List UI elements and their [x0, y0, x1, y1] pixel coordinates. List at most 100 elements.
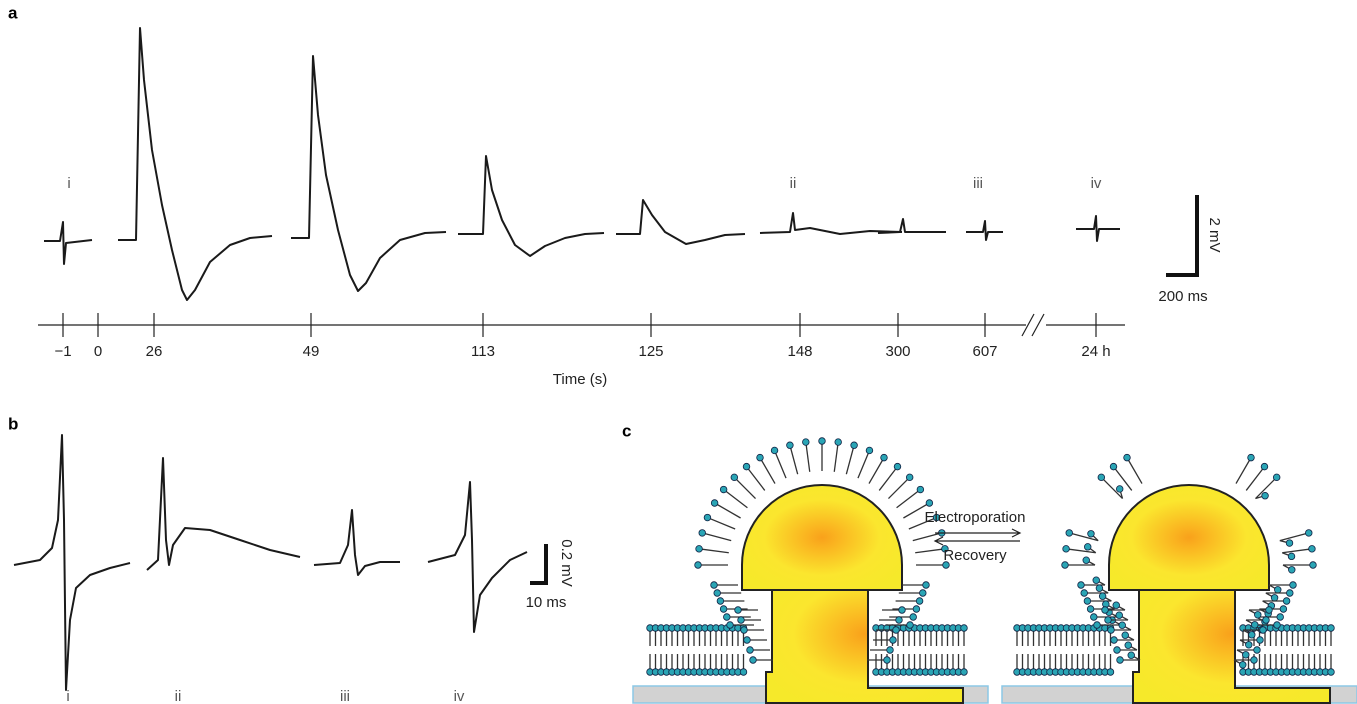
time-tick-label: 0	[94, 343, 102, 360]
trace-label: iii	[340, 688, 350, 704]
trace-label: ii	[790, 175, 797, 192]
lipid-head	[720, 486, 727, 493]
lipid-tail	[1280, 533, 1309, 543]
lipid-head	[1328, 625, 1335, 632]
time-tick-label: 607	[972, 343, 997, 360]
lipid-head	[1081, 590, 1088, 597]
panel-label: a	[8, 3, 18, 22]
lipid-head	[1274, 622, 1281, 629]
lipid-head	[1094, 622, 1101, 629]
lipid-tail	[915, 549, 945, 553]
lipid-head	[741, 627, 748, 634]
scale-bar	[530, 544, 546, 583]
lipid-head	[1062, 562, 1069, 569]
lipid-head	[711, 582, 718, 589]
time-tick-label: 300	[885, 343, 910, 360]
lipid-head	[1274, 586, 1281, 593]
lipid-head	[1110, 463, 1117, 470]
lipid-head	[1277, 614, 1284, 621]
lipid-head	[920, 590, 927, 597]
lipid-tail	[1283, 565, 1313, 569]
lipid-head	[1122, 632, 1129, 639]
lipid-head	[1262, 492, 1269, 499]
lipid-head	[1248, 454, 1255, 461]
lipid-head	[1328, 669, 1335, 676]
lipid-tail	[1246, 467, 1264, 491]
lipid-head	[704, 514, 711, 521]
lipid-head	[1105, 617, 1112, 624]
lipid-head	[699, 530, 706, 537]
lipid-head	[735, 607, 742, 614]
lipid-head	[926, 500, 933, 507]
lipid-head	[913, 606, 920, 613]
time-tick-label: 125	[638, 343, 663, 360]
lipid-tail	[806, 442, 810, 472]
lipid-tail	[707, 518, 735, 529]
lipid-head	[1263, 617, 1270, 624]
electrode-cap	[742, 485, 902, 590]
arrow-label: Electroporation	[925, 509, 1026, 526]
lipid-head	[714, 590, 721, 597]
panel-label: b	[8, 414, 18, 433]
trace-label: iv	[1091, 175, 1102, 192]
lipid-head	[727, 622, 734, 629]
lipid-head	[1287, 590, 1294, 597]
lipid-tail	[1282, 549, 1312, 556]
lipid-head	[1239, 661, 1246, 668]
lipid-head	[1078, 582, 1085, 589]
scale-label: 0.2 mV	[558, 539, 575, 587]
figure: a −10264911312514830060724 h Time (s) i …	[0, 0, 1357, 704]
lipid-head	[757, 454, 764, 461]
lipid-head	[893, 627, 900, 634]
traces-b	[14, 435, 527, 690]
lipid-head	[695, 562, 702, 569]
lipid-head	[1310, 562, 1317, 569]
lipid-head	[894, 463, 901, 470]
lipid-head	[696, 546, 703, 553]
lipid-head	[1087, 606, 1094, 613]
lipid-tail	[790, 445, 798, 474]
lipid-head	[1084, 544, 1091, 551]
time-tick-label: 26	[146, 343, 163, 360]
lipid-head	[1288, 553, 1295, 560]
lipid-head	[731, 474, 738, 481]
lipid-head	[747, 647, 754, 654]
trace-label: iii	[973, 175, 983, 192]
traces-a	[44, 28, 1120, 300]
lipid-head	[1290, 582, 1297, 589]
lipid-head	[738, 617, 745, 624]
lipid-tail	[724, 490, 748, 508]
scale-label: 10 ms	[526, 594, 567, 611]
lipid-head	[851, 442, 858, 449]
trace-label: i	[67, 175, 70, 192]
lipid-head	[1119, 622, 1126, 629]
lipid-head	[743, 463, 750, 470]
lipid-tail	[699, 549, 729, 553]
lipid-head	[916, 598, 923, 605]
lipid-head	[1091, 614, 1098, 621]
lipid-head	[711, 500, 718, 507]
lipid-head	[1102, 607, 1109, 614]
lipid-tail	[834, 442, 838, 472]
lipid-head	[1245, 641, 1252, 648]
lipid-head	[961, 625, 968, 632]
lipid-head	[1309, 546, 1316, 553]
lipid-head	[1305, 530, 1312, 537]
trace-label: i	[66, 688, 69, 704]
panel-label: c	[622, 421, 631, 440]
lipid-head	[835, 439, 842, 446]
lipid-head	[1125, 642, 1132, 649]
scale-label: 200 ms	[1158, 288, 1207, 305]
lipid-head	[1242, 651, 1249, 658]
lipid-head	[1117, 657, 1124, 664]
time-tick-label: −1	[54, 343, 71, 360]
lipid-head	[750, 657, 757, 664]
scale-bar	[1166, 195, 1197, 275]
lipid-head	[1288, 566, 1295, 573]
lipid-head	[917, 486, 924, 493]
time-tick-label: 49	[303, 343, 320, 360]
lipid-tail	[734, 477, 755, 498]
lipid-head	[1124, 454, 1131, 461]
lipid-tail	[1127, 458, 1142, 484]
